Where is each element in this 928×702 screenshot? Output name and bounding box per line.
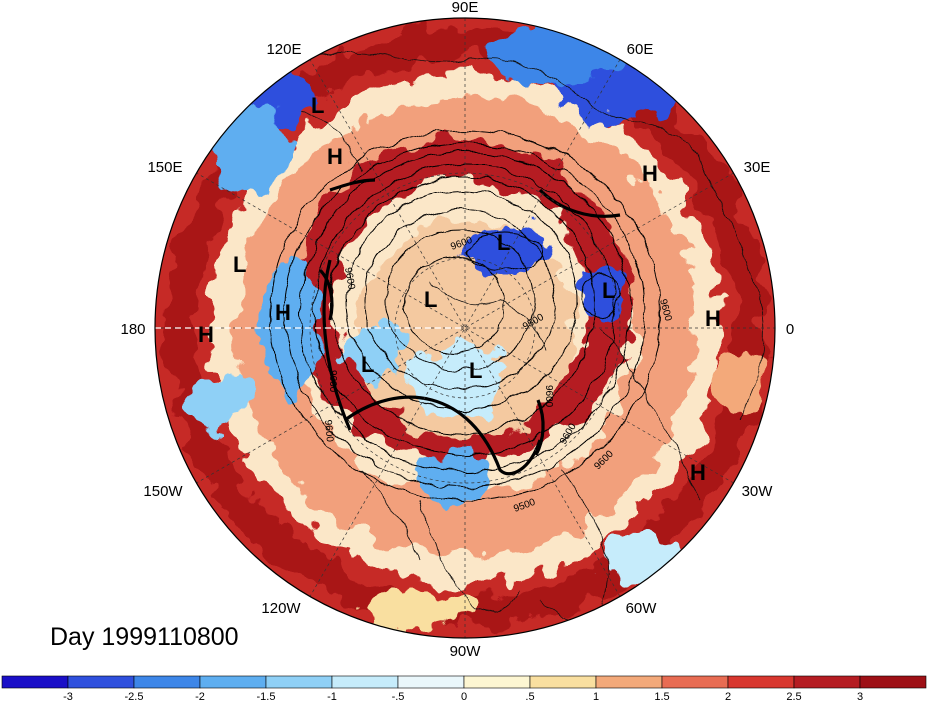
colorbar-swatch [727,675,795,689]
colorbar-label: 1 [593,691,599,702]
pressure-center-low: L [497,230,510,255]
pressure-center-low: L [424,287,437,312]
pressure-center-low: L [469,358,482,383]
colorbar-label: 0 [461,691,467,702]
colorbar-swatch [529,675,597,689]
lon-label-120e: 120E [266,41,301,58]
colorbar-swatch [595,675,663,689]
colorbar-swatch [1,675,69,689]
date-label: Day 1999110800 [50,623,239,651]
contour-label: 9600 [342,267,357,291]
pressure-center-high: H [642,161,658,186]
pressure-centers: L H H L L H H L L L L H H [198,93,721,485]
pressure-center-low: L [361,352,374,377]
colorbar-swatch [331,675,399,689]
colorbar-label: -2 [195,691,205,702]
colorbar-label: 3 [857,691,863,702]
colorbar-swatch [661,675,729,689]
coastlines [299,52,765,622]
lon-label-180: 180 [120,321,145,338]
pressure-center-low: L [233,252,246,277]
lon-label-90e: 90E [452,0,479,16]
colorbar: -3 -2.5 -2 -1.5 -1 -.5 0 .5 1 1.5 2 2.5 3 [1,675,927,702]
lon-label-150e: 150E [147,159,182,176]
pressure-center-high: H [690,460,706,485]
colorbar-swatch [133,675,201,689]
lon-label-60w: 60W [626,600,658,617]
pressure-center-low: L [311,93,324,118]
colorbar-label: -3 [63,691,73,702]
pressure-center-high: H [198,322,214,347]
lon-label-0: 0 [786,321,794,338]
colorbar-label: -1.5 [257,691,276,702]
colorbar-swatch [463,675,531,689]
lon-label-90w: 90W [450,643,482,660]
lon-label-30w: 30W [742,483,774,500]
colorbar-swatch [67,675,135,689]
colorbar-label: 2.5 [786,691,801,702]
lon-label-60e: 60E [627,41,654,58]
pressure-center-high: H [275,300,291,325]
contour-label: 9600 [543,385,554,408]
pressure-center-low: L [602,278,615,303]
pressure-center-high: H [705,306,721,331]
colorbar-swatch [265,675,333,689]
colorbar-label: 2 [725,691,731,702]
colorbar-label: -1 [327,691,337,702]
lon-label-120w: 120W [261,600,301,617]
colorbar-swatch [793,675,861,689]
pressure-center-high: H [327,144,343,169]
contour-label: 9600 [327,370,338,393]
colorbar-label: -2.5 [125,691,144,702]
colorbar-swatch [397,675,465,689]
graticule [155,18,775,638]
map-border [154,17,776,639]
contour-label: 9600 [322,419,335,443]
colorbar-label: .5 [525,691,534,702]
lon-label-150w: 150W [143,483,183,500]
colorbar-swatch [199,675,267,689]
colorbar-label: 1.5 [654,691,669,702]
colorbar-swatch [859,675,927,689]
longitude-labels: 90E 60E 30E 0 30W 60W 90W 120W 150W 180 … [120,0,794,660]
lon-label-30e: 30E [744,159,771,176]
geopotential-contours [269,129,661,501]
colorbar-label: -.5 [392,691,405,702]
